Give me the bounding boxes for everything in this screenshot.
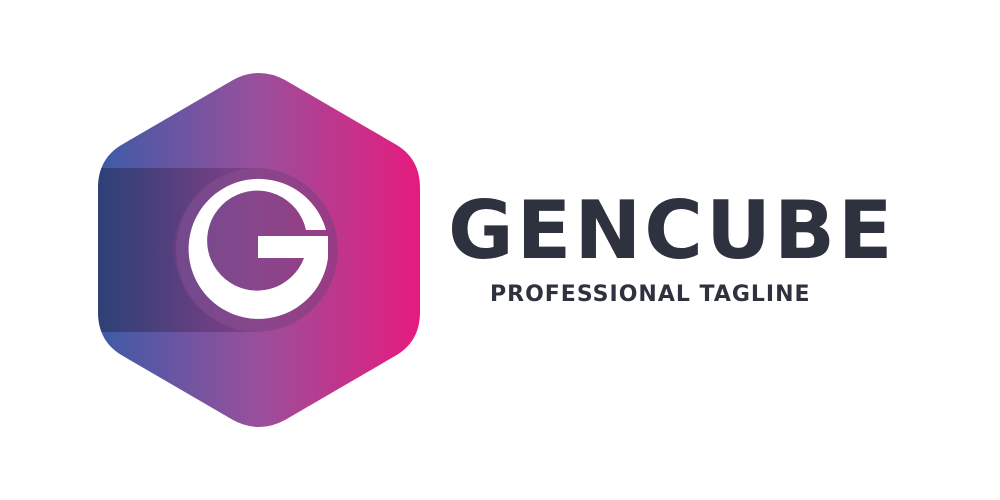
g-monogram-icon	[188, 178, 328, 319]
hexagon-logo-mark	[98, 73, 420, 427]
brand-tagline: PROFESSIONAL TAGLINE	[490, 282, 811, 307]
monogram-shadow-band	[98, 168, 258, 332]
brand-name: GENCUBE	[448, 184, 896, 277]
